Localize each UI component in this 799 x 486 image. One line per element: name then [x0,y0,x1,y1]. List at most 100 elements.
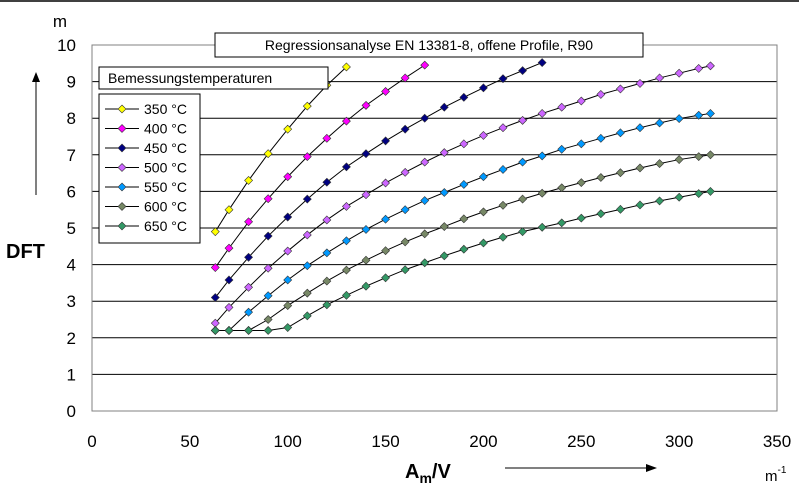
data-point [420,229,430,239]
data-point [224,302,234,312]
data-point [263,315,273,324]
data-point [283,124,293,134]
legend-label: 550 °C [144,179,187,195]
data-point [694,110,704,120]
x-tick-label: 50 [180,432,199,451]
data-point [518,194,527,204]
data-point [381,214,390,224]
data-point [694,63,704,73]
data-point [361,281,371,291]
data-point [537,188,547,198]
data-point [381,246,390,256]
data-point [210,293,220,302]
y-tick-label: 0 [67,402,76,421]
legend-label: 350 °C [144,101,187,117]
x-axis-unit-exp: -1 [778,465,787,476]
data-point [655,73,664,83]
x-axis-label: Am/V [405,461,451,486]
data-point [420,157,430,167]
data-point [342,62,351,72]
series-2 [210,58,547,302]
data-point [616,128,625,138]
data-point [518,115,527,125]
data-point [322,276,332,286]
x-axis-unit-base: m [765,468,778,485]
data-point [283,172,293,182]
data-point [706,109,715,118]
data-point [596,173,606,182]
data-point [381,178,390,188]
y-tick-label: 6 [67,182,76,201]
data-point [244,252,253,262]
data-point [322,215,332,225]
data-point [576,213,586,223]
data-point [518,227,527,237]
data-point [616,168,625,178]
data-point [400,167,410,177]
data-point [263,326,273,335]
data-point [400,124,410,134]
legend-swatch-marker [117,182,127,192]
data-point [342,201,351,211]
data-point [400,237,410,247]
x-axis-label-main: A [405,461,419,483]
legend-box [98,93,201,244]
data-point [439,148,449,158]
data-point [224,275,234,285]
data-point [224,243,234,253]
legend-swatch-marker [117,163,127,172]
x-tick-label: 250 [567,432,595,451]
data-point [244,307,253,317]
data-point [263,263,273,273]
data-point [420,258,430,268]
legend-title-box [98,66,329,90]
data-point [674,155,684,164]
legend-entry: 350 °C [105,101,187,117]
y-tick-label: 2 [67,329,76,348]
legend-entry: 550 °C [105,179,187,195]
legend-swatch-marker [117,124,127,133]
data-point [302,152,312,162]
data-point [400,205,410,215]
data-point [361,255,371,265]
data-point [322,300,332,310]
data-point [635,123,645,133]
data-point [263,194,273,204]
data-point [342,116,351,126]
data-point [439,102,449,112]
data-point [283,246,293,256]
legend-label: 400 °C [144,121,187,137]
data-point [439,222,449,231]
data-point [694,189,704,199]
data-point [498,165,508,174]
series-group [210,58,715,335]
y-tick-label: 7 [67,146,76,165]
data-point [302,194,312,204]
data-point [596,89,606,99]
data-point [655,118,664,128]
data-point [244,175,253,185]
legend-entry: 650 °C [105,218,187,234]
data-point [674,68,684,78]
y-tick-label: 4 [67,256,76,275]
data-point [616,84,625,94]
data-point [302,288,312,298]
data-point [479,130,488,140]
data-point [576,96,586,106]
data-point [381,136,390,146]
data-point [381,87,390,96]
x-axis-arrow-head [646,464,657,472]
data-point [694,152,704,162]
data-point [479,172,488,182]
legend-swatch-marker [117,143,127,153]
data-point [518,157,527,167]
data-point [706,150,715,160]
legend-entry: 500 °C [105,160,187,176]
data-point [635,79,645,88]
data-point [302,230,312,240]
data-point [706,61,715,71]
data-point [635,200,645,210]
data-point [263,231,273,241]
y-axis-arrow-head [32,72,40,82]
data-point [381,273,390,283]
